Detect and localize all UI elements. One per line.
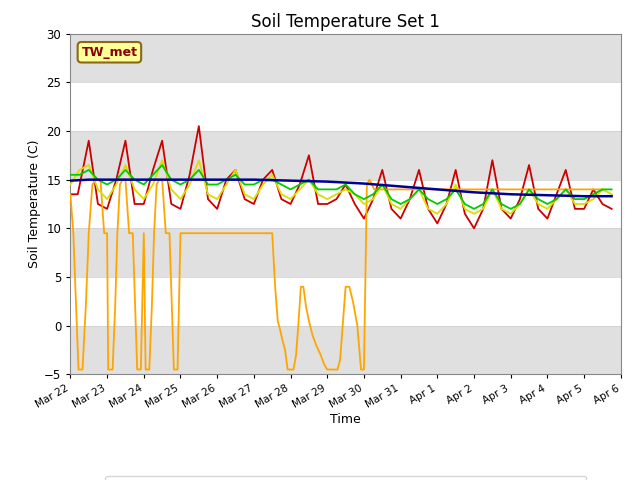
SoilT1_04 <box>75 367 83 372</box>
SoilT1_32 <box>543 192 551 198</box>
Legend: SoilT1_02, SoilT1_04, SoilT1_08, SoilT1_16, SoilT1_32: SoilT1_02, SoilT1_04, SoilT1_08, SoilT1_… <box>105 476 586 480</box>
Title: Soil Temperature Set 1: Soil Temperature Set 1 <box>251 12 440 31</box>
SoilT1_08 <box>158 157 166 163</box>
SoilT1_08 <box>213 196 221 202</box>
SoilT1_16 <box>608 187 616 192</box>
SoilT1_32 <box>360 180 368 186</box>
SoilT1_02 <box>195 123 203 129</box>
SoilT1_02 <box>470 226 478 231</box>
SoilT1_16 <box>415 187 423 192</box>
SoilT1_02 <box>232 167 239 173</box>
Y-axis label: Soil Temperature (C): Soil Temperature (C) <box>28 140 42 268</box>
SoilT1_32 <box>433 187 441 192</box>
SoilT1_02 <box>67 192 74 197</box>
SoilT1_32 <box>608 193 616 199</box>
SoilT1_02 <box>415 167 423 173</box>
Bar <box>70 228 621 277</box>
SoilT1_02 <box>158 138 166 144</box>
SoilT1_32 <box>103 177 111 182</box>
SoilT1_16 <box>470 206 478 212</box>
SoilT1_08 <box>433 211 441 216</box>
SoilT1_04 <box>92 177 100 182</box>
SoilT1_32 <box>177 177 184 182</box>
Bar <box>70 34 621 82</box>
SoilT1_04 <box>373 187 381 192</box>
SoilT1_32 <box>140 177 148 182</box>
SoilT1_08 <box>250 196 258 202</box>
SoilT1_08 <box>259 181 267 187</box>
Line: SoilT1_04: SoilT1_04 <box>70 180 602 370</box>
SoilT1_08 <box>232 167 239 173</box>
Text: TW_met: TW_met <box>81 46 138 59</box>
SoilT1_02 <box>608 206 616 212</box>
Bar <box>70 131 621 180</box>
SoilT1_08 <box>67 181 74 187</box>
SoilT1_08 <box>415 187 423 192</box>
SoilT1_02 <box>250 201 258 207</box>
SoilT1_16 <box>168 177 175 182</box>
Bar <box>70 326 621 374</box>
SoilT1_04 <box>378 187 386 192</box>
SoilT1_08 <box>168 187 175 192</box>
SoilT1_32 <box>213 177 221 182</box>
SoilT1_04 <box>67 192 74 197</box>
SoilT1_02 <box>213 206 221 212</box>
SoilT1_16 <box>250 181 258 187</box>
SoilT1_16 <box>67 172 74 178</box>
Line: SoilT1_16: SoilT1_16 <box>70 165 612 209</box>
SoilT1_32 <box>287 178 294 183</box>
X-axis label: Time: Time <box>330 413 361 426</box>
Line: SoilT1_08: SoilT1_08 <box>70 160 612 214</box>
SoilT1_04 <box>106 367 114 372</box>
SoilT1_16 <box>213 181 221 187</box>
Line: SoilT1_32: SoilT1_32 <box>70 180 612 196</box>
SoilT1_04 <box>562 187 570 192</box>
SoilT1_04 <box>598 187 606 192</box>
SoilT1_32 <box>507 192 515 197</box>
SoilT1_16 <box>158 162 166 168</box>
SoilT1_08 <box>608 192 616 197</box>
SoilT1_16 <box>259 177 267 182</box>
SoilT1_32 <box>250 177 258 182</box>
SoilT1_02 <box>259 177 267 182</box>
SoilT1_32 <box>580 193 588 199</box>
Line: SoilT1_02: SoilT1_02 <box>70 126 612 228</box>
SoilT1_16 <box>232 172 239 178</box>
SoilT1_32 <box>67 178 74 183</box>
SoilT1_32 <box>397 183 404 189</box>
SoilT1_32 <box>323 179 331 184</box>
SoilT1_04 <box>148 303 156 309</box>
SoilT1_32 <box>470 190 478 195</box>
SoilT1_04 <box>336 357 344 363</box>
SoilT1_32 <box>85 177 93 182</box>
